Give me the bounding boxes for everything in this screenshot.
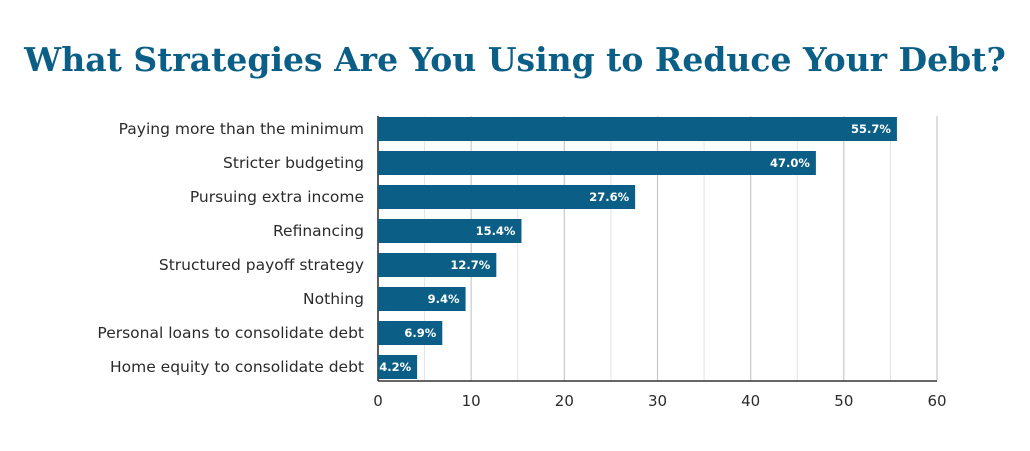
category-labels: Paying more than the minimum Stricter bud… — [97, 120, 364, 376]
x-tick-label: 40 — [741, 392, 760, 410]
bar-value-label: 27.6% — [589, 190, 629, 204]
x-tick-label: 50 — [834, 392, 853, 410]
x-tick-label: 30 — [648, 392, 667, 410]
category-label: Nothing — [303, 290, 364, 308]
category-label: Pursuing extra income — [190, 188, 364, 206]
category-label: Stricter budgeting — [223, 154, 364, 172]
x-tick-label: 0 — [373, 392, 383, 410]
bar-value-label: 15.4% — [476, 224, 516, 238]
category-label: Structured payoff strategy — [159, 256, 364, 274]
bars: 55.7% 47.0% 27.6% 15.4% 12.7% 9.4% 6.9% 4.2% — [378, 117, 897, 379]
chart-title: What Strategies Are You Using to Reduce … — [24, 40, 1006, 79]
bar-value-label: 6.9% — [404, 326, 436, 340]
category-label: Personal loans to consolidate debt — [97, 324, 364, 342]
x-tick-label: 20 — [555, 392, 574, 410]
bar-value-label: 55.7% — [851, 122, 891, 136]
category-label: Refinancing — [273, 222, 364, 240]
bar-value-label: 9.4% — [428, 292, 460, 306]
bar — [378, 253, 497, 277]
bar — [378, 355, 418, 379]
bar — [378, 219, 522, 243]
bar — [378, 151, 816, 175]
bar — [378, 287, 466, 311]
x-tick-label: 60 — [927, 392, 946, 410]
x-tick-labels: 0 10 20 30 40 50 60 — [373, 392, 946, 410]
bar-value-label: 12.7% — [450, 258, 490, 272]
bar — [378, 117, 897, 141]
bar-value-label: 4.2% — [379, 360, 411, 374]
bar — [378, 185, 636, 209]
category-label: Paying more than the minimum — [119, 120, 364, 138]
x-tick-label: 10 — [462, 392, 481, 410]
bar — [378, 321, 443, 345]
bar-value-label: 47.0% — [770, 156, 810, 170]
category-label: Home equity to consolidate debt — [110, 358, 364, 376]
